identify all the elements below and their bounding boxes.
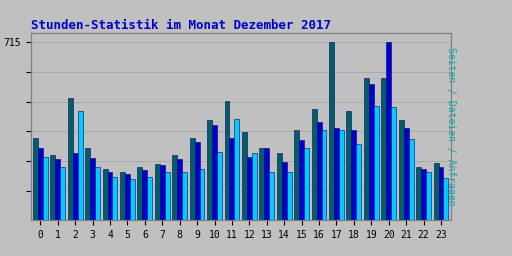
Bar <box>130 179 135 220</box>
Bar <box>165 172 169 220</box>
Bar <box>399 121 403 220</box>
Bar <box>294 131 299 220</box>
Bar <box>312 109 316 220</box>
Bar <box>426 172 431 220</box>
Bar <box>252 153 257 220</box>
Bar <box>155 164 160 220</box>
Bar <box>356 144 361 220</box>
Bar <box>264 148 269 220</box>
Bar <box>434 163 438 220</box>
Bar <box>147 177 152 220</box>
Bar <box>369 84 374 220</box>
Bar <box>443 178 449 220</box>
Bar <box>38 148 43 220</box>
Bar <box>182 172 187 220</box>
Bar <box>229 138 234 220</box>
Bar <box>78 111 82 220</box>
Bar <box>200 169 204 220</box>
Bar <box>304 148 309 220</box>
Bar <box>102 169 108 220</box>
Bar <box>142 170 147 220</box>
Bar <box>416 167 421 220</box>
Bar <box>347 111 351 220</box>
Bar <box>247 157 252 220</box>
Bar <box>260 148 264 220</box>
Bar <box>299 141 304 220</box>
Bar <box>364 78 369 220</box>
Bar <box>351 131 356 220</box>
Bar <box>195 142 200 220</box>
Bar <box>282 162 287 220</box>
Bar <box>50 155 55 220</box>
Bar <box>242 132 247 220</box>
Bar <box>421 169 426 220</box>
Bar <box>329 42 334 220</box>
Bar <box>55 159 60 220</box>
Y-axis label: Seiten / Dateien / Anfragen: Seiten / Dateien / Anfragen <box>446 47 456 206</box>
Bar <box>95 167 100 220</box>
Bar <box>172 155 177 220</box>
Bar <box>33 138 38 220</box>
Bar <box>322 131 327 220</box>
Bar <box>90 158 95 220</box>
Bar <box>85 148 90 220</box>
Bar <box>409 139 414 220</box>
Bar <box>68 98 73 220</box>
Bar <box>60 167 65 220</box>
Bar <box>403 128 409 220</box>
Bar <box>316 122 322 220</box>
Bar <box>217 152 222 220</box>
Bar <box>438 167 443 220</box>
Bar <box>381 78 386 220</box>
Bar <box>339 131 344 220</box>
Bar <box>125 174 130 220</box>
Bar <box>160 165 165 220</box>
Bar <box>108 172 113 220</box>
Bar <box>113 177 117 220</box>
Bar <box>391 107 396 220</box>
Bar <box>287 172 292 220</box>
Bar <box>120 172 125 220</box>
Bar <box>225 101 229 220</box>
Bar <box>207 121 212 220</box>
Bar <box>374 105 379 220</box>
Bar <box>189 138 195 220</box>
Bar <box>177 159 182 220</box>
Bar <box>386 42 391 220</box>
Bar <box>234 119 239 220</box>
Bar <box>269 172 274 220</box>
Text: Stunden-Statistik im Monat Dezember 2017: Stunden-Statistik im Monat Dezember 2017 <box>31 19 331 32</box>
Bar <box>334 128 339 220</box>
Bar <box>212 125 217 220</box>
Bar <box>43 157 48 220</box>
Bar <box>277 153 282 220</box>
Bar <box>137 167 142 220</box>
Bar <box>73 153 78 220</box>
